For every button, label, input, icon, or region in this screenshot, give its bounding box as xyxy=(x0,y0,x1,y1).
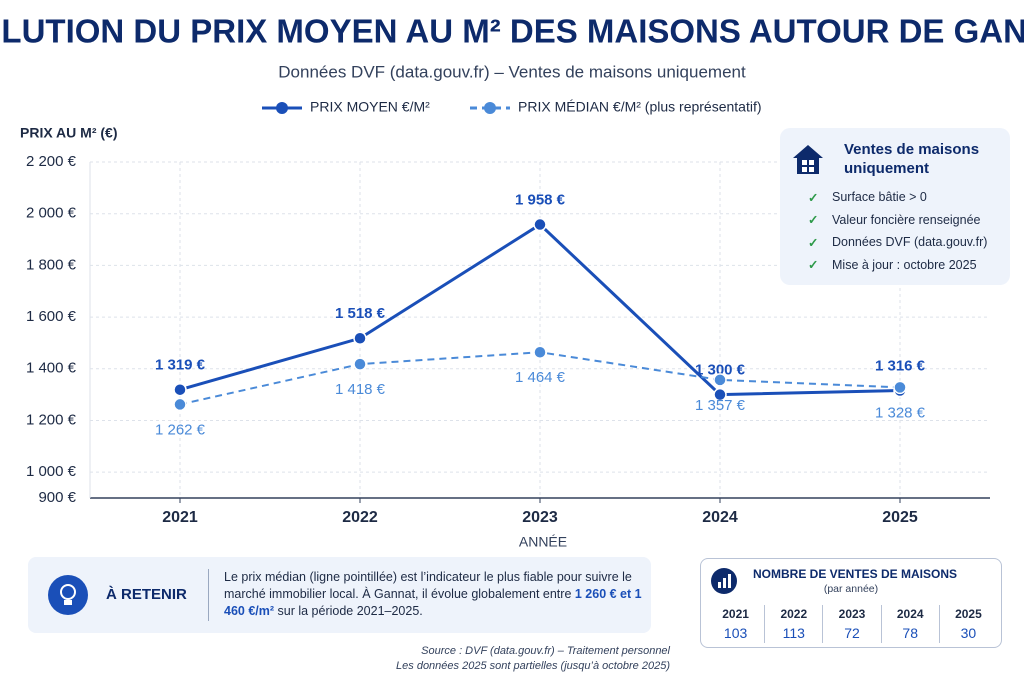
y-tick-label: 2 000 € xyxy=(26,205,77,222)
sales-count: 113 xyxy=(782,625,805,641)
bulb-icon xyxy=(48,575,88,615)
sales-title: NOMBRE DE VENTES DE MAISONS xyxy=(753,567,958,581)
legend-label: PRIX MOYEN €/M² xyxy=(310,99,430,115)
y-tick-label: 2 200 € xyxy=(26,153,77,170)
retenir-text: Le prix médian (ligne pointillée) est l’… xyxy=(224,569,644,620)
x-axis-label: ANNÉE xyxy=(519,534,567,550)
sales-col: 2023 72 xyxy=(822,605,880,643)
divider xyxy=(208,569,209,621)
retenir-tail: sur la période 2021–2025. xyxy=(274,604,423,618)
y-tick-label: 900 € xyxy=(38,489,76,506)
data-label: 1 418 € xyxy=(335,381,386,398)
source: Source : DVF (data.gouv.fr) – Traitement… xyxy=(300,644,670,674)
sales-count: 72 xyxy=(844,625,860,641)
data-point xyxy=(173,397,187,412)
info-item: ✓ Surface bâtie > 0 xyxy=(794,186,996,209)
sales-col: 2021 103 xyxy=(707,605,764,643)
info-item-text: Surface bâtie > 0 xyxy=(832,190,927,205)
data-label: 1 958 € xyxy=(515,192,566,209)
info-item: ✓ Valeur foncière renseignée xyxy=(794,209,996,232)
check-icon: ✓ xyxy=(808,235,819,250)
info-list: ✓ Surface bâtie > 0 ✓ Valeur foncière rense… xyxy=(794,186,996,276)
sales-col: 2022 113 xyxy=(764,605,822,643)
x-tick-label: 2023 xyxy=(522,509,558,526)
sales-box: NOMBRE DE VENTES DE MAISONS (par année) … xyxy=(700,558,1002,648)
info-title: Ventes de maisons uniquement xyxy=(844,141,980,177)
sales-year: 2025 xyxy=(955,607,982,621)
check-icon: ✓ xyxy=(808,213,819,228)
sales-col: 2024 78 xyxy=(880,605,939,643)
info-item-text: Valeur foncière renseignée xyxy=(832,212,981,227)
data-label: 1 262 € xyxy=(155,421,206,438)
y-axis-label: PRIX AU M² (€) xyxy=(20,125,117,141)
y-tick-label: 1 200 € xyxy=(26,411,77,428)
y-tick-label: 1 400 € xyxy=(26,360,77,377)
y-tick-label: 1 000 € xyxy=(26,463,77,480)
data-point xyxy=(173,382,187,397)
info-item-text: Mise à jour : octobre 2025 xyxy=(832,257,977,272)
retenir-highlight: 1 260 € et 1 460 €/m² xyxy=(224,587,642,618)
sales-year: 2024 xyxy=(896,607,924,621)
data-point xyxy=(533,217,547,232)
retenir-title: À RETENIR xyxy=(106,586,187,603)
data-label: 1 300 € xyxy=(695,362,746,379)
sales-year: 2022 xyxy=(780,607,808,621)
legend-label: PRIX MÉDIAN €/M² (plus représentatif) xyxy=(518,99,762,115)
check-icon: ✓ xyxy=(808,190,819,205)
info-item: ✓ Données DVF (data.gouv.fr) xyxy=(794,231,996,254)
legend-marker xyxy=(484,102,496,114)
data-label: 1 319 € xyxy=(155,357,206,374)
data-label: 1 464 € xyxy=(515,369,566,386)
y-tick-label: 1 800 € xyxy=(26,256,77,273)
info-box: Ventes de maisons uniquement ✓ Surface bâ… xyxy=(780,128,1010,285)
data-point xyxy=(353,331,367,346)
data-label: 1 328 € xyxy=(875,404,926,421)
data-point xyxy=(713,373,727,387)
x-tick-label: 2024 xyxy=(702,509,738,526)
data-point xyxy=(353,357,367,371)
sales-count: 30 xyxy=(960,625,977,641)
legend-marker xyxy=(276,102,288,114)
data-point xyxy=(893,380,907,395)
data-label: 1 518 € xyxy=(335,305,386,322)
data-label: 1 316 € xyxy=(875,357,926,374)
bars-icon xyxy=(711,568,737,594)
x-tick-label: 2021 xyxy=(162,509,198,526)
info-item-text: Données DVF (data.gouv.fr) xyxy=(832,235,988,250)
data-point xyxy=(533,345,547,359)
sales-col: 2025 30 xyxy=(938,605,997,643)
house-icon xyxy=(793,145,823,174)
sales-year: 2023 xyxy=(838,607,866,621)
data-label: 1 357 € xyxy=(695,397,746,414)
y-tick-label: 1 600 € xyxy=(26,308,77,325)
source-line: Source : DVF (data.gouv.fr) – Traitement… xyxy=(421,645,670,657)
sales-subtitle: (par année) xyxy=(823,583,879,595)
sales-year: 2021 xyxy=(722,607,749,621)
sales-count: 103 xyxy=(723,625,748,641)
check-icon: ✓ xyxy=(808,258,819,273)
chart-title: ÉVOLUTION DU PRIX MOYEN AU M² DES MAISON… xyxy=(0,13,1024,50)
chart-subtitle: Données DVF (data.gouv.fr) – Ventes de m… xyxy=(278,62,746,81)
retenir-body: Le prix médian (ligne pointillée) est l’… xyxy=(224,570,632,601)
sales-count: 78 xyxy=(902,625,918,641)
info-item: ✓ Mise à jour : octobre 2025 xyxy=(794,254,996,277)
x-tick-label: 2022 xyxy=(342,509,378,526)
x-tick-label: 2025 xyxy=(882,509,918,526)
data-point xyxy=(713,387,727,402)
sales-table: 2021 103 2022 113 2023 72 2024 78 2025 30 xyxy=(707,605,997,643)
source-line: Les données 2025 sont partielles (jusqu’… xyxy=(396,660,670,672)
retenir-box: À RETENIR Le prix médian (ligne pointill… xyxy=(28,557,651,633)
